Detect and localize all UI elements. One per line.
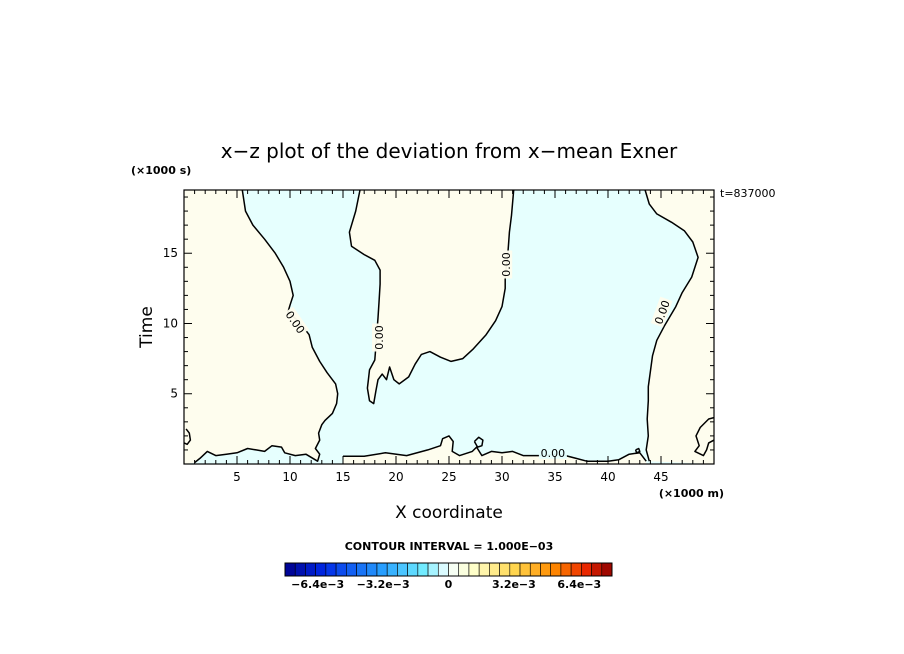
colorbar-bin bbox=[397, 562, 408, 577]
colorbar-bin bbox=[448, 562, 460, 577]
colorbar-bin bbox=[550, 562, 562, 577]
chart-title: x−z plot of the deviation from x−mean Ex… bbox=[221, 139, 678, 163]
x-tick-label: 35 bbox=[547, 470, 562, 484]
colorbar-bin bbox=[386, 562, 398, 577]
colorbar-bin bbox=[335, 562, 347, 577]
axis-ticks: 5 10 15 20 25 30 35 40 45 5 10 15 bbox=[163, 190, 714, 484]
contour-label: 0.00 bbox=[372, 323, 386, 352]
colorbar-bin bbox=[591, 562, 603, 577]
contour-label: 0.00 bbox=[499, 250, 513, 279]
x-tick-label: 15 bbox=[335, 470, 350, 484]
x-tick-label: 10 bbox=[282, 470, 297, 484]
colorbar-bin bbox=[427, 562, 439, 577]
zero-contour-middle bbox=[348, 190, 515, 405]
colorbar-title: CONTOUR INTERVAL = 1.000E−03 bbox=[345, 540, 554, 553]
colorbar-tick-label: 3.2e−3 bbox=[492, 578, 536, 591]
y-axis-label: Time bbox=[137, 306, 157, 349]
y-tick-label: 15 bbox=[163, 246, 178, 260]
colorbar-bin bbox=[315, 562, 327, 577]
zero-contour-bottom-right bbox=[694, 416, 714, 457]
colorbar-bin bbox=[366, 562, 378, 577]
positive-region-right bbox=[645, 190, 714, 464]
x-unit-label: (×1000 m) bbox=[659, 487, 724, 500]
zero-contour-right bbox=[644, 190, 699, 462]
zero-contour-small-loop bbox=[473, 436, 484, 448]
colorbar-bin bbox=[499, 562, 511, 577]
contour-label-bg bbox=[650, 296, 673, 328]
zero-contour-bottom-band bbox=[343, 435, 647, 462]
x-tick-label: 20 bbox=[388, 470, 403, 484]
contour-label-text: 0.00 bbox=[541, 447, 566, 460]
contour-label: 0.00 bbox=[538, 445, 567, 460]
colorbar-bin bbox=[346, 562, 357, 577]
colorbar-bin bbox=[519, 562, 531, 577]
x-tick-label: 25 bbox=[441, 470, 456, 484]
colorbar-bin bbox=[468, 562, 480, 577]
colorbar-tick-label: −6.4e−3 bbox=[291, 578, 344, 591]
zero-contour-left bbox=[184, 428, 192, 446]
contour-label-bg bbox=[372, 323, 385, 352]
colorbar-bin bbox=[458, 562, 470, 577]
contour-label-bg bbox=[538, 445, 567, 459]
y-tick-label: 10 bbox=[163, 316, 178, 330]
y-tick-label: 5 bbox=[170, 387, 178, 401]
colorbar-tick-label: −3.2e−3 bbox=[357, 578, 410, 591]
colorbar-bin bbox=[581, 562, 592, 577]
zero-contour-tiny-loop bbox=[634, 447, 641, 454]
contour-label-bg bbox=[282, 306, 310, 338]
x-tick-label: 45 bbox=[653, 470, 668, 484]
plot-frame bbox=[183, 189, 715, 465]
colorbar-bin bbox=[284, 562, 296, 577]
positive-regions bbox=[184, 190, 714, 464]
time-stamp: t=837000 bbox=[720, 187, 776, 200]
contour-label-bg bbox=[499, 250, 513, 279]
colorbar-bin bbox=[489, 562, 500, 577]
contour-label-text: 0.00 bbox=[373, 325, 386, 350]
colorbar-bin bbox=[305, 562, 316, 577]
contour-labels: 0.000.000.000.000.00 bbox=[282, 250, 673, 460]
zero-contour-main-left bbox=[194, 190, 339, 464]
x-tick-label: 5 bbox=[233, 470, 241, 484]
colorbar-bin bbox=[407, 562, 419, 577]
colorbar-bin bbox=[560, 562, 572, 577]
x-axis-label: X coordinate bbox=[395, 503, 503, 523]
colorbar-frame bbox=[284, 562, 613, 577]
positive-region-left bbox=[184, 190, 338, 464]
colorbar-bin bbox=[294, 562, 306, 577]
colorbar-bin bbox=[437, 562, 449, 577]
colorbar-bin bbox=[325, 562, 337, 577]
colorbar-bin bbox=[570, 562, 582, 577]
colorbar-bin bbox=[540, 562, 551, 577]
x-tick-label: 30 bbox=[494, 470, 509, 484]
plot-area: 0.000.000.000.000.00 bbox=[184, 190, 714, 464]
contour-lines bbox=[184, 190, 714, 464]
colorbar-tick-label: 6.4e−3 bbox=[557, 578, 601, 591]
colorbar-bin bbox=[478, 562, 490, 577]
colorbar-bin bbox=[417, 562, 429, 577]
colorbar-bin bbox=[376, 562, 388, 577]
colorbar-bin bbox=[356, 562, 368, 577]
colorbar-bin bbox=[509, 562, 521, 577]
contour-label-text: 0.00 bbox=[500, 252, 513, 277]
colorbar: −6.4e−3 −3.2e−3 0 3.2e−3 6.4e−3 bbox=[284, 562, 613, 591]
x-tick-label: 40 bbox=[600, 470, 615, 484]
colorbar-bin bbox=[601, 562, 613, 577]
positive-region-middle bbox=[349, 190, 514, 404]
colorbar-bin bbox=[529, 562, 541, 577]
colorbar-tick-label: 0 bbox=[445, 578, 453, 591]
y-unit-label: (×1000 s) bbox=[131, 164, 191, 177]
